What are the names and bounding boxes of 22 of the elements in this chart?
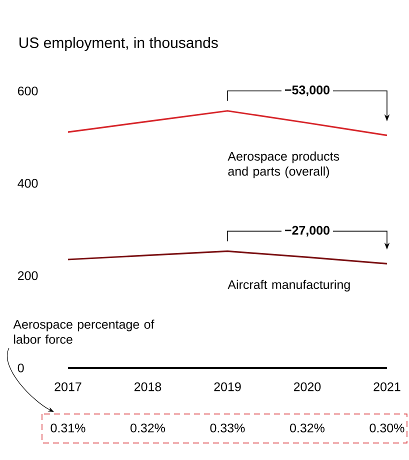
y-tick-label: 600: [18, 86, 38, 96]
text: 0.32%: [290, 424, 325, 432]
annotation: Aerospace percentage of labor force: [13, 320, 154, 344]
line-series: [67, 110, 388, 136]
series-label: Aerospace products and parts (overall): [228, 152, 340, 178]
y-tick-label: 400: [18, 178, 38, 188]
x-tick-label: 2021: [374, 382, 400, 392]
chart-title: US employment, in thousands: [20, 37, 218, 51]
text: 0.30%: [370, 424, 404, 432]
x-tick-label: 2019: [214, 382, 241, 392]
text: 0.33%: [210, 424, 245, 432]
x-tick-label: 2018: [134, 382, 162, 392]
text: 0.31%: [50, 424, 86, 432]
line-series: [67, 250, 388, 264]
y-tick-label: 200: [18, 271, 38, 280]
x-tick-label: 2017: [54, 382, 82, 392]
annotation: −27,000: [284, 226, 330, 237]
text: 0.32%: [130, 424, 166, 432]
x-tick-label: 2020: [294, 382, 321, 392]
y-tick-label: 0: [18, 364, 24, 372]
annotation: −53,000: [284, 86, 330, 96]
series-label: Aircraft manufacturing: [228, 280, 350, 292]
